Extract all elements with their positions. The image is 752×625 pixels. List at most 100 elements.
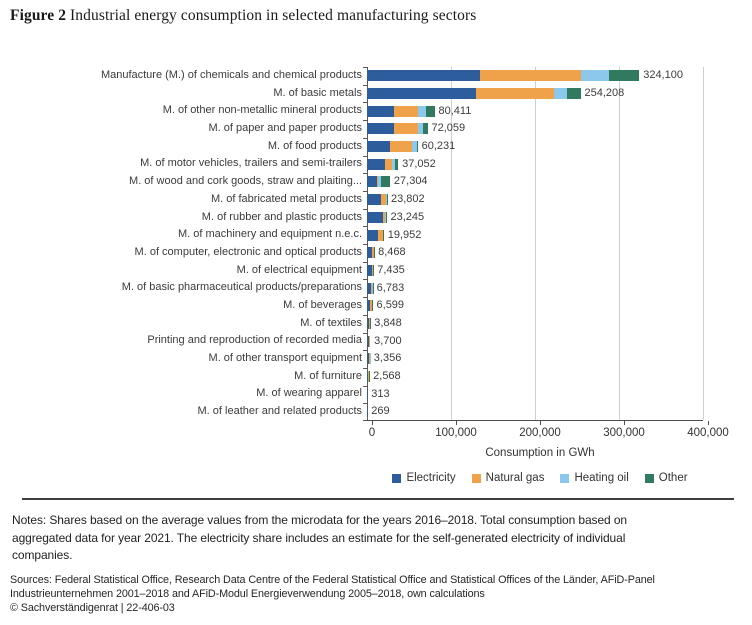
y-axis-tick	[363, 208, 367, 210]
bar-value-label: 254,208	[584, 87, 625, 100]
x-axis-tick-label: 300,000	[603, 427, 645, 439]
y-axis-tick	[363, 350, 367, 352]
category-label: M. of other non-metallic mineral product…	[162, 104, 362, 117]
stacked-bar	[367, 141, 418, 153]
legend-label: Heating oil	[574, 472, 629, 484]
bar-segment-heating-oil	[392, 158, 395, 170]
bar-segment-electricity	[367, 229, 378, 241]
copyright-text: © Sachverständigenrat | 22-406-03	[10, 602, 175, 614]
y-axis-tick	[363, 332, 367, 334]
bar-value-label: 23,802	[390, 193, 425, 206]
bar-segment-heating-oil	[377, 176, 381, 188]
x-axis-tick-label: 200,000	[519, 427, 561, 439]
y-axis-tick	[363, 279, 367, 281]
gridline	[535, 67, 536, 420]
chart-row: 2,568	[367, 368, 703, 386]
bar-segment-other	[381, 176, 390, 188]
figure-title: Figure 2 Industrial energy consumption i…	[10, 7, 476, 25]
bar-segment-electricity	[367, 141, 391, 153]
bar-value-label: 6,783	[376, 281, 405, 294]
y-axis-tick	[363, 261, 367, 263]
legend-label: Other	[658, 472, 688, 484]
bar-segment-electricity	[367, 176, 378, 188]
bar-segment-heating-oil	[385, 211, 387, 223]
x-axis-tick-label: 100,000	[435, 427, 477, 439]
bar-segment-electricity	[367, 88, 476, 100]
x-axis-tick-label: 400,000	[687, 427, 729, 439]
chart-row: 3,700	[367, 332, 703, 350]
category-label: M. of wood and cork goods, straw and pla…	[129, 175, 362, 188]
stacked-bar	[367, 70, 640, 82]
bar-value-label: 60,231	[421, 140, 456, 153]
stacked-bar	[367, 105, 435, 117]
stacked-bar	[367, 194, 387, 206]
x-axis-tick	[624, 421, 625, 425]
legend-item-other: Other	[644, 472, 688, 484]
category-label: M. of machinery and equipment n.e.c.	[177, 228, 362, 241]
bar-segment-heating-oil	[385, 194, 387, 206]
stacked-bar	[367, 282, 373, 294]
bar-segment-electricity	[367, 335, 370, 347]
bar-segment-electricity	[367, 317, 370, 329]
legend-label: Electricity	[406, 472, 456, 484]
bar-segment-natural-gas	[394, 105, 419, 117]
bar-segment-other	[425, 105, 435, 117]
bar-segment-electricity	[367, 247, 373, 259]
category-label: M. of furniture	[294, 369, 362, 382]
bar-segment-heating-oil	[418, 105, 426, 117]
bar-value-label: 27,304	[393, 175, 428, 188]
category-label: Printing and reproduction of recorded me…	[147, 334, 362, 347]
legend-swatch-icon	[471, 473, 481, 483]
category-label: M. of other transport equipment	[208, 352, 362, 364]
category-axis: Manufacture (M.) of chemicals and chemic…	[10, 67, 367, 421]
x-axis-tick	[456, 421, 457, 425]
bar-value-label: 324,100	[643, 69, 683, 82]
bar-value-label: 6,599	[376, 299, 405, 312]
legend-label: Natural gas	[485, 472, 545, 484]
chart-row: 6,783	[367, 279, 703, 297]
x-axis-tick	[540, 421, 541, 425]
chart-row: 324,100	[367, 67, 703, 85]
chart-row: 313	[367, 385, 703, 403]
bar-segment-natural-gas	[369, 317, 371, 329]
bar-segment-electricity	[367, 105, 395, 117]
chart-row: 6,599	[367, 297, 703, 315]
chart-row: 60,231	[367, 138, 703, 156]
bar-segment-heating-oil	[382, 229, 384, 241]
stacked-bar	[367, 317, 371, 329]
category-label: M. of rubber and plastic products	[201, 210, 362, 223]
y-axis-tick	[363, 155, 367, 157]
category-label: M. of wearing apparel	[256, 387, 362, 400]
bar-segment-natural-gas	[368, 353, 370, 365]
bar-segment-natural-gas	[369, 335, 371, 347]
stacked-bar	[367, 176, 390, 188]
bar-value-label: 19,952	[387, 228, 422, 241]
category-label: M. of beverages	[283, 298, 362, 311]
stacked-bar	[367, 353, 370, 365]
bar-value-label: 3,848	[374, 316, 402, 329]
category-label: M. of paper and paper products	[208, 122, 362, 135]
stacked-bar	[367, 158, 399, 170]
bar-value-label: 37,052	[402, 157, 436, 170]
category-label: M. of electrical equipment	[236, 263, 362, 276]
bar-segment-natural-gas	[479, 70, 582, 82]
y-axis-tick	[363, 244, 367, 245]
bar-segment-electricity	[367, 70, 480, 82]
x-axis: 0 100,000 200,000 300,000 400,000	[369, 421, 729, 441]
figure-number: Figure 2	[10, 7, 67, 24]
sources-text: Sources: Federal Statistical Office, Res…	[10, 574, 655, 600]
bar-segment-electricity	[367, 264, 372, 276]
bar-value-label: 2,568	[373, 370, 401, 383]
bar-value-label: 3,700	[374, 334, 402, 347]
chart-row: 8,468	[367, 244, 703, 262]
y-axis-line	[367, 67, 368, 420]
chart-row: 80,411	[367, 102, 703, 120]
bar-segment-natural-gas	[382, 211, 386, 223]
category-label: M. of leather and related products	[197, 405, 362, 418]
bar-segment-natural-gas	[377, 229, 383, 241]
bar-value-label: 7,435	[377, 263, 405, 276]
x-axis-title: Consumption in GWh	[485, 447, 595, 459]
chart-row: 3,848	[367, 315, 703, 333]
stacked-bar	[367, 300, 373, 312]
legend-item-electricity: Electricity	[392, 472, 456, 484]
